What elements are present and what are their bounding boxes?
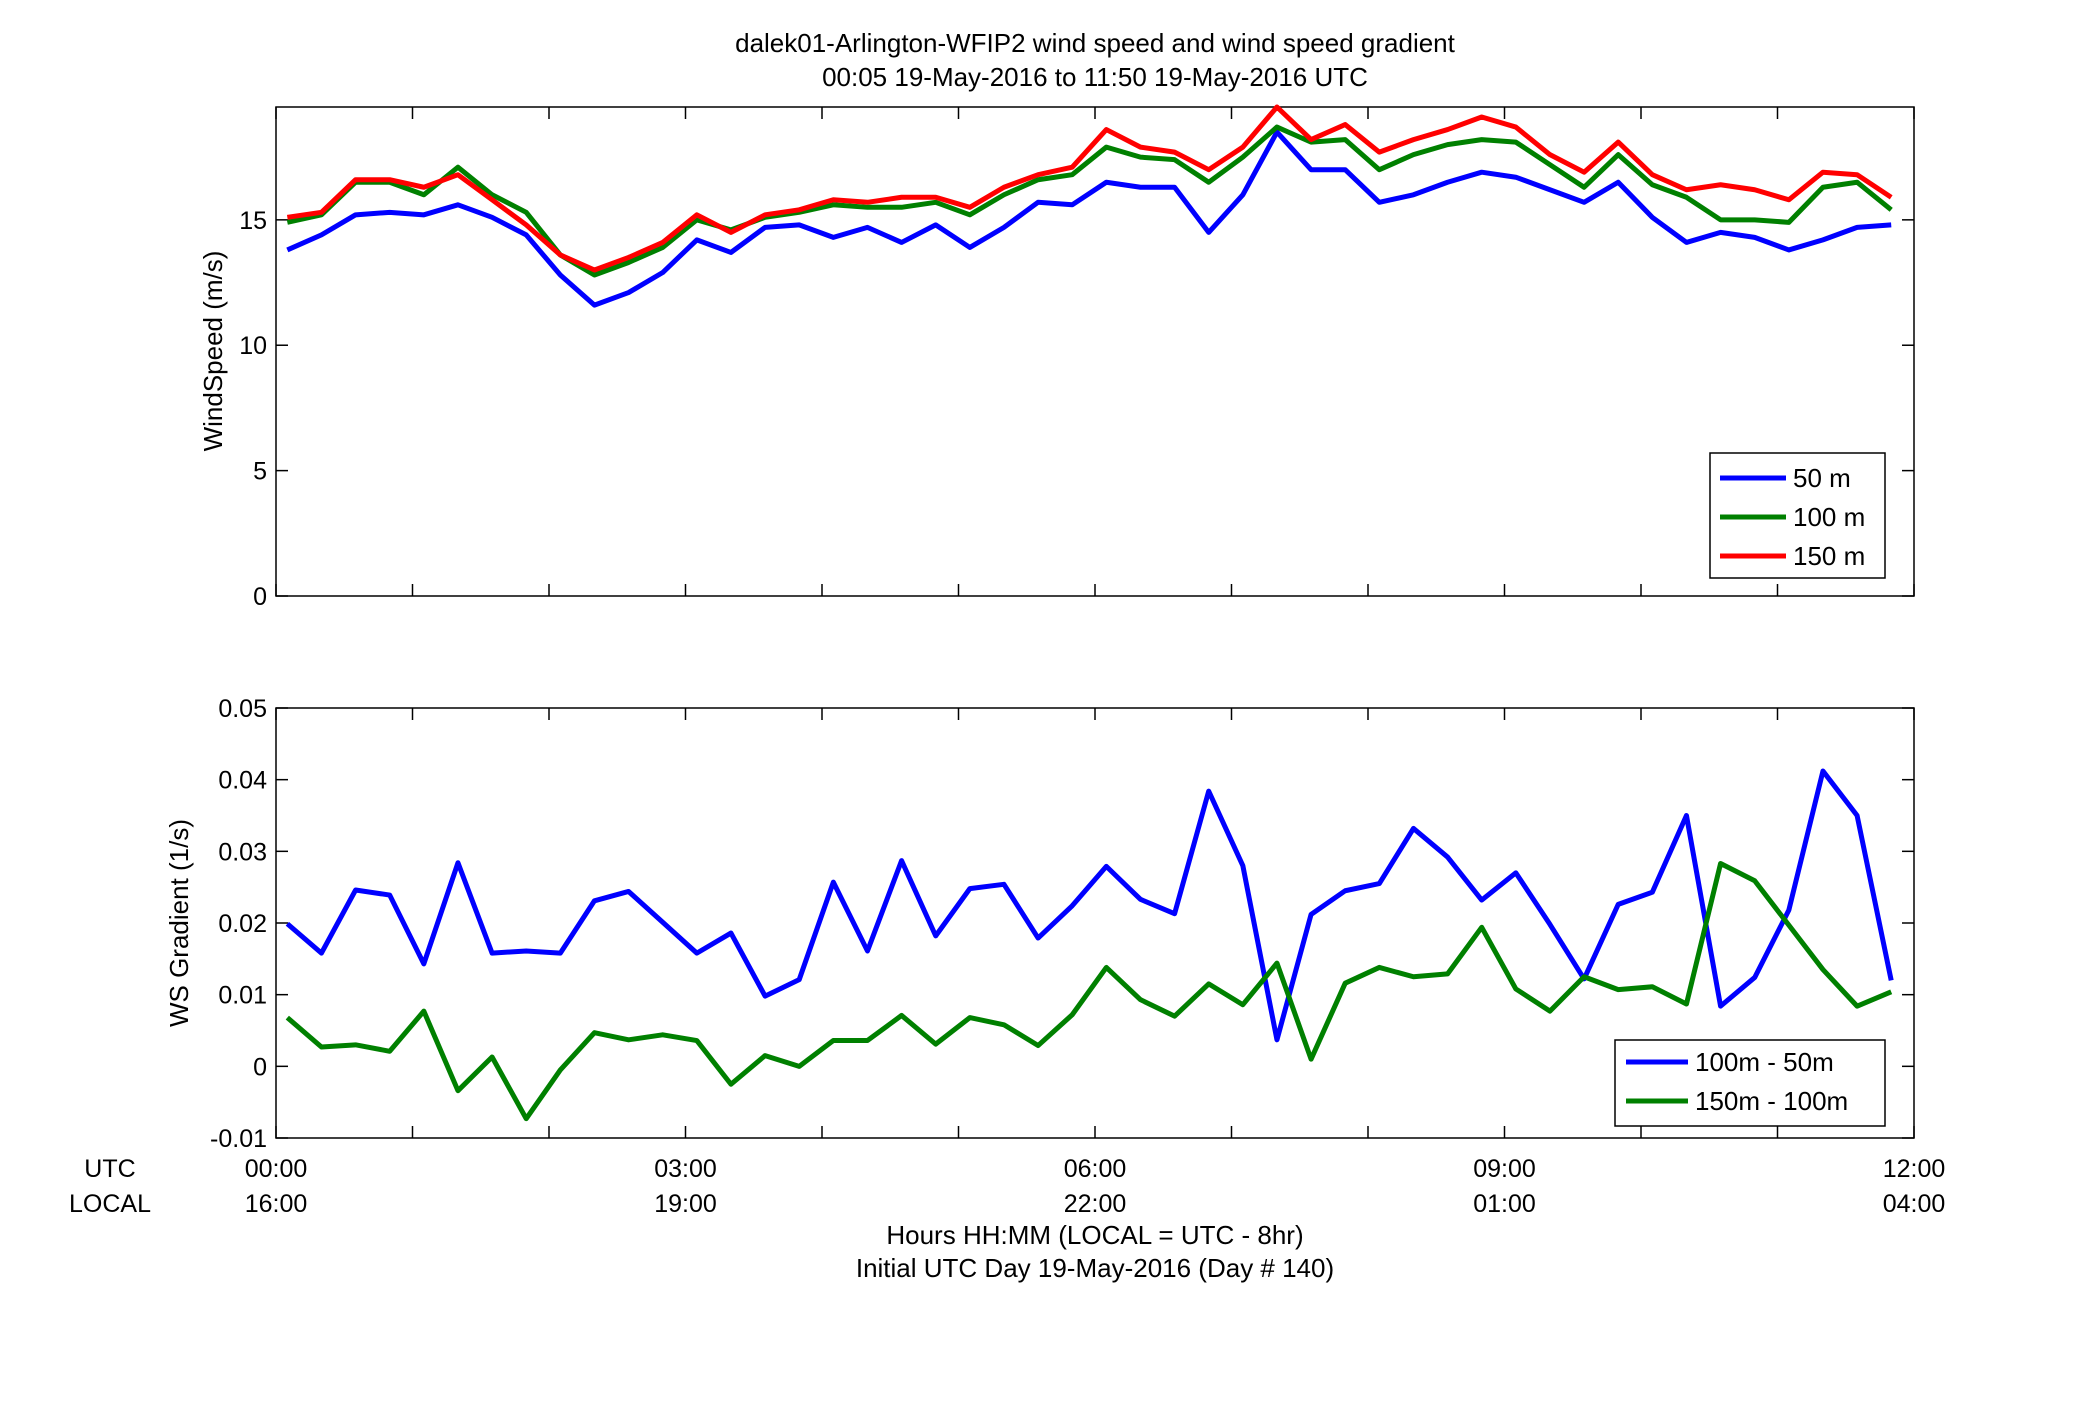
legend-label-50m: 50 m xyxy=(1793,463,1851,493)
gradient-y-tick-label: 0.04 xyxy=(218,767,267,795)
legend-label-100m-50m: 100m - 50m xyxy=(1695,1047,1834,1077)
local-row-label: LOCAL xyxy=(69,1190,151,1218)
windspeed-series xyxy=(286,104,1893,308)
windspeed-y-tick-label: 15 xyxy=(239,207,267,235)
gradient-ticks: -0.01 0 0.01 0.02 0.03 0.04 0.05 xyxy=(210,695,1915,1153)
gradient-series-line-1 xyxy=(285,768,1894,1043)
gradient-y-tick-label: 0 xyxy=(253,1053,267,1081)
x-tick-label-local: 22:00 xyxy=(1064,1190,1127,1218)
x-tick-label-utc: 12:00 xyxy=(1883,1155,1946,1183)
x-tick-label-local: 19:00 xyxy=(654,1190,717,1218)
gradient-y-tick-label: 0.03 xyxy=(218,838,267,866)
legend-label-150m-100m: 150m - 100m xyxy=(1695,1086,1848,1116)
x-tick-label-utc: 06:00 xyxy=(1064,1155,1127,1183)
utc-row-label: UTC xyxy=(84,1155,135,1183)
windspeed-y-tick-label: 10 xyxy=(239,332,267,360)
windspeed-y-axis-label: WindSpeed (m/s) xyxy=(198,251,228,452)
x-tick-label-local: 16:00 xyxy=(245,1190,308,1218)
gradient-y-tick-label: 0.01 xyxy=(218,982,267,1010)
x-tick-label-utc: 03:00 xyxy=(654,1155,717,1183)
legend-label-100m: 100 m xyxy=(1793,502,1865,532)
gradient-y-tick-label: 0.02 xyxy=(218,910,267,938)
windspeed-panel: 0 5 10 15 WindSpeed (m/s) 50 m 100 m 150 m xyxy=(198,104,1915,611)
chart-title: dalek01-Arlington-WFIP2 wind speed and w… xyxy=(735,28,1456,58)
gradient-y-tick-label: 0.05 xyxy=(218,695,267,723)
gradient-y-axis-label: WS Gradient (1/s) xyxy=(164,819,194,1027)
x-axis-label: Hours HH:MM (LOCAL = UTC - 8hr) xyxy=(886,1220,1303,1250)
gradient-series-line-2 xyxy=(285,861,1893,1122)
windspeed-y-tick-label: 5 xyxy=(253,458,267,486)
windspeed-ticks: 0 5 10 15 xyxy=(239,107,1915,611)
gradient-legend-box xyxy=(1614,1039,1886,1127)
windspeed-y-tick-label: 0 xyxy=(253,583,267,611)
gradient-legend: 100m - 50m 150m - 100m xyxy=(1614,1039,1886,1127)
gradient-series xyxy=(285,768,1894,1122)
gradient-panel: -0.01 0 0.01 0.02 0.03 0.04 0.05 WS Gradient (… xyxy=(164,695,1915,1153)
x-tick-label-utc: 00:00 xyxy=(245,1155,308,1183)
chart-subtitle: 00:05 19-May-2016 to 11:50 19-May-2016 U… xyxy=(822,62,1368,92)
windspeed-legend: 50 m 100 m 150 m xyxy=(1709,452,1886,579)
windspeed-series-line-3 xyxy=(286,104,1893,273)
gradient-y-tick-label: -0.01 xyxy=(210,1125,267,1153)
x-tick-labels: 00:00 16:00 03:00 19:00 06:00 22:00 09:00 01:00… xyxy=(245,1155,1946,1218)
legend-label-150m: 150 m xyxy=(1793,541,1865,571)
x-axis-label-day: Initial UTC Day 19-May-2016 (Day # 140) xyxy=(856,1253,1334,1283)
x-tick-label-utc: 09:00 xyxy=(1473,1155,1536,1183)
windspeed-series-line-1 xyxy=(286,129,1892,308)
x-tick-label-local: 04:00 xyxy=(1883,1190,1946,1218)
x-tick-label-local: 01:00 xyxy=(1473,1190,1536,1218)
